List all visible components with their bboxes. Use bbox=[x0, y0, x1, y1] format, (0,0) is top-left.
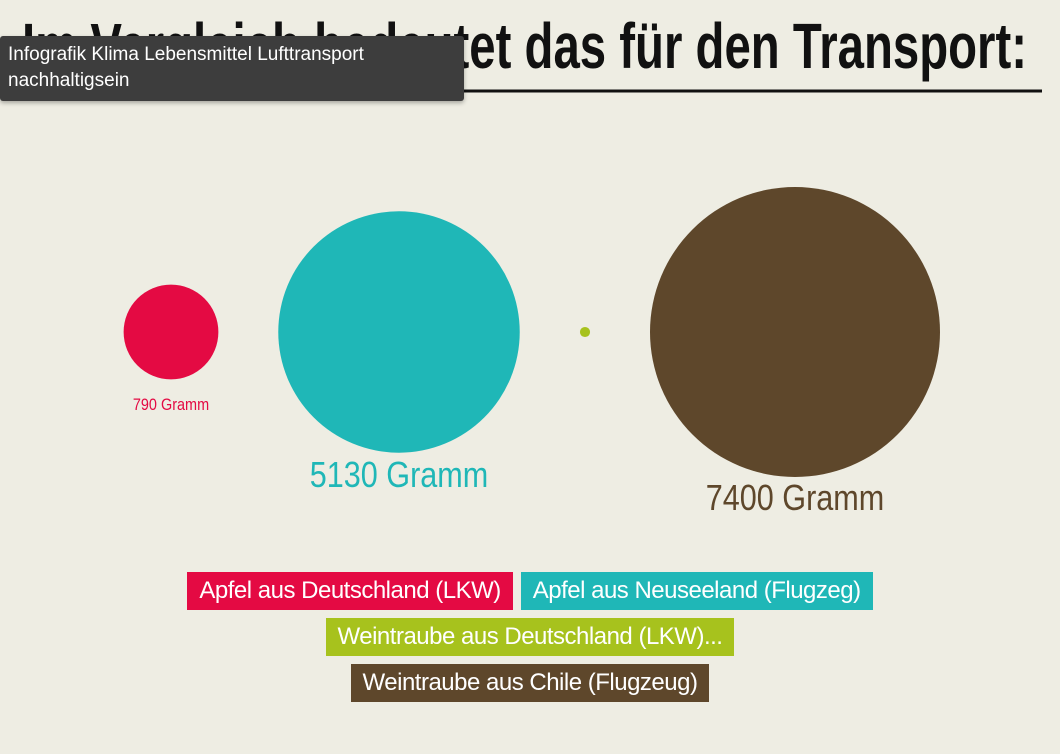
bubble bbox=[123, 284, 219, 380]
legend-row: Weintraube aus Deutschland (LKW)... bbox=[325, 618, 735, 656]
infographic: Im Vergleich bedeutet das für den Transp… bbox=[20, 10, 1042, 519]
legend-row: Weintraube aus Chile (Flugzeug) bbox=[350, 664, 710, 702]
legend-entry: Apfel aus Deutschland (LKW) bbox=[187, 572, 513, 610]
value-label: 790 Gramm bbox=[133, 396, 209, 414]
value-label: 5130 Gramm bbox=[310, 456, 488, 496]
legend-entry: Apfel aus Neuseeland (Flugzeg) bbox=[520, 572, 873, 610]
legend-row: Apfel aus Deutschland (LKW) Apfel aus Neu… bbox=[187, 572, 873, 610]
legend: Apfel aus Deutschland (LKW) Apfel aus Neu… bbox=[0, 572, 1060, 702]
bubble bbox=[579, 326, 591, 338]
legend-entry: Weintraube aus Chile (Flugzeug) bbox=[350, 664, 710, 702]
tooltip: Infografik Klima Lebensmittel Lufttransp… bbox=[0, 36, 464, 101]
bubble bbox=[278, 211, 520, 453]
value-label: 7400 Gramm bbox=[706, 479, 884, 519]
bubble bbox=[650, 187, 940, 477]
legend-entry: Weintraube aus Deutschland (LKW)... bbox=[325, 618, 735, 656]
